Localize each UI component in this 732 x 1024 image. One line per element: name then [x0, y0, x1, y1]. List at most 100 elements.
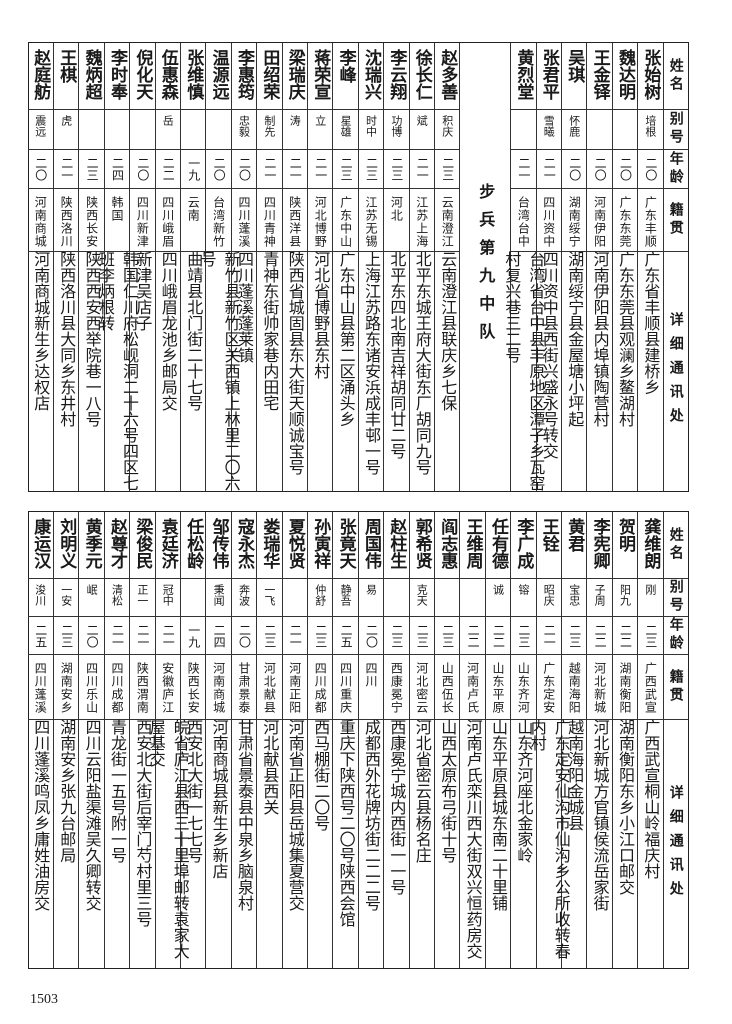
row-divider [638, 578, 663, 579]
row-divider [587, 578, 612, 579]
person-address: 广西武宣桐山岭福庆村 [641, 719, 661, 879]
person-origin: 云南 [186, 196, 201, 222]
row-divider [536, 251, 561, 252]
person-origin: 陕西洋县 [287, 196, 302, 248]
person-age: 二三 [415, 624, 430, 648]
person-origin: 广东定安 [541, 662, 556, 714]
person-alias: 正一 [135, 584, 149, 606]
row-divider [511, 654, 536, 655]
row-divider [587, 616, 612, 617]
row-divider [435, 719, 460, 720]
person-address: 广东定安仙沟市仙沟乡公所收转春内村 [527, 719, 571, 959]
row-divider [27, 149, 53, 150]
row-divider [333, 719, 358, 720]
person-alias: 岷 [85, 584, 99, 595]
person-column: 贺明 阳九 二二 湖南衡阳 湖南衡阳东乡小江口邮交 [611, 512, 638, 968]
person-name: 吴琪 [564, 49, 585, 83]
person-origin: 江苏上海 [414, 196, 429, 248]
row-divider [435, 616, 460, 617]
header-age: 年龄 [667, 617, 684, 653]
person-origin: 四川成都 [313, 662, 328, 714]
person-age: 二〇 [237, 157, 252, 181]
row-divider [638, 109, 663, 110]
row-divider [358, 251, 384, 252]
row-divider [181, 251, 206, 252]
person-column: 寇永杰 奔波 二〇 甘肃景泰 甘肃省景泰县中泉乡脑泉村 [230, 512, 257, 968]
person-name: 赵多善 [437, 49, 458, 100]
person-age: 二三 [364, 157, 379, 181]
person-address: 湖南绥宁县金屋塘小坪起 [565, 251, 585, 427]
person-name: 郭希贤 [411, 518, 432, 569]
row-divider [308, 188, 333, 189]
header-name: 姓名 [667, 527, 684, 563]
person-address: 广东中山县第二区涌头乡 [336, 251, 356, 427]
row-divider [27, 578, 53, 579]
row-divider [257, 251, 282, 252]
row-divider [104, 616, 130, 617]
row-divider [257, 578, 282, 579]
person-origin: 山西伍长 [440, 662, 455, 714]
person-name: 张君平 [538, 49, 559, 100]
row-divider [612, 188, 638, 189]
row-divider [308, 251, 333, 252]
row-divider [511, 188, 536, 189]
person-alias: 一飞 [262, 584, 276, 606]
person-column: 温源远 二〇 台湾新竹 新竹县新竹区关西镇上林里二〇六号 [198, 43, 241, 491]
person-column: 徐长仁斌二一 江苏上海 北平东城王府大街东厂胡同九号 [408, 43, 434, 491]
person-origin: 安徽庐江 [160, 662, 175, 714]
person-origin: 山东齐河 [516, 662, 531, 714]
row-divider [409, 251, 434, 252]
row-divider [282, 251, 307, 252]
person-address: 重庆下陕西号二〇号陕西会馆 [336, 719, 356, 927]
person-address: 河南商城县新生乡新店 [209, 719, 229, 879]
row-divider [206, 109, 231, 110]
person-name: 倪化天 [132, 49, 153, 100]
row-divider [155, 654, 180, 655]
person-age: 二〇 [135, 157, 150, 181]
row-divider [257, 188, 282, 189]
person-origin: 四川蓬溪 [33, 662, 48, 714]
row-divider [155, 616, 180, 617]
row-divider [587, 188, 612, 189]
person-age: 二五 [33, 624, 48, 648]
row-divider [409, 578, 434, 579]
person-name: 梁俊民 [132, 518, 153, 569]
person-name: 黄君 [564, 518, 585, 552]
row-divider [79, 616, 104, 617]
person-address: 台湾省台中县丰原地区潭子乡瓦窑村复兴巷三二号 [502, 251, 546, 491]
row-divider [409, 109, 434, 110]
person-name: 蒋荣宣 [310, 49, 331, 100]
row-divider [79, 578, 104, 579]
person-name: 李时奉 [106, 49, 127, 100]
person-age: 二〇 [237, 624, 252, 648]
row-divider [282, 719, 307, 720]
person-origin: 四川峨眉 [160, 196, 175, 248]
person-column: 龚维朗刚二三 广西武宣 广西武宣桐山岭福庆村 [637, 512, 663, 968]
person-alias: 雪曦 [542, 115, 556, 137]
person-origin: 台湾台中 [516, 196, 531, 248]
row-divider [308, 654, 333, 655]
person-alias: 克天 [415, 584, 429, 606]
person-age: 二三 [440, 157, 455, 181]
person-age: 二二 [593, 624, 608, 648]
row-divider [587, 109, 612, 110]
person-name: 徐长仁 [411, 49, 432, 100]
person-alias: 浚川 [33, 584, 47, 606]
person-alias: 时中 [364, 115, 378, 137]
person-name: 张竟天 [335, 518, 356, 569]
person-origin: 四川 [363, 662, 378, 688]
person-address: 西安北大街后宰门芍村里三号 [133, 719, 153, 927]
person-name: 阎志惠 [437, 518, 458, 569]
header-age: 年龄 [667, 150, 684, 187]
person-alias: 岳 [161, 115, 175, 126]
row-divider [358, 616, 384, 617]
person-address: 湖南衡阳东乡小江口邮交 [615, 719, 635, 895]
person-origin: 湖南安乡 [59, 662, 74, 714]
person-address: 山东平原县城东南二十里铺 [488, 719, 508, 911]
person-address: 陕西洛川县大同乡东井村 [57, 251, 77, 427]
person-age: 二三 [85, 157, 100, 181]
person-alias: 昭庆 [542, 584, 556, 606]
person-column: 伍惠森岳二二 四川峨眉 四川峨眉龙池乡邮局交 [154, 43, 180, 491]
header-name: 姓名 [667, 58, 684, 94]
person-address: 山东齐河座北金家岭 [514, 719, 534, 863]
